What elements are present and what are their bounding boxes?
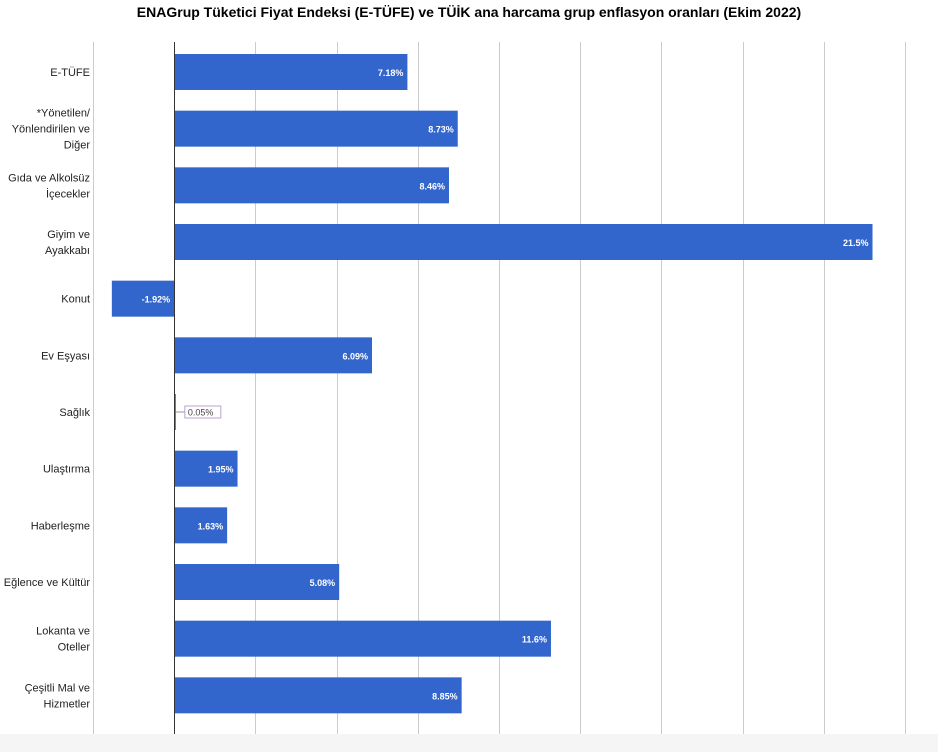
category-label: Gıda ve Alkolsüz: [8, 172, 90, 184]
category-label: E-TÜFE: [50, 67, 90, 79]
category-label: Giyim ve: [47, 229, 90, 241]
category-label: Diğer: [64, 140, 91, 152]
bar: [111, 280, 175, 317]
value-label: 21.5%: [843, 238, 869, 248]
bar: [174, 450, 238, 487]
bar: [174, 110, 458, 147]
bar: [174, 507, 228, 544]
category-label: Eğlence ve Kültür: [4, 577, 91, 589]
value-label: 6.09%: [342, 351, 368, 361]
value-label: 8.85%: [432, 691, 458, 701]
value-label: 11.6%: [522, 635, 547, 645]
value-label: 8.46%: [419, 181, 445, 191]
bar: [174, 54, 408, 90]
footer-strip: [0, 734, 938, 752]
category-label: Çeşitli Mal ve: [25, 682, 90, 694]
category-label: Sağlık: [59, 407, 90, 419]
value-label: 0.05%: [188, 408, 214, 418]
bar: [174, 224, 873, 260]
bar: [174, 677, 462, 714]
bar: [174, 620, 551, 657]
category-label: Ev Eşyası: [41, 350, 90, 362]
bar: [174, 564, 340, 600]
bar: [174, 337, 373, 374]
value-label: 5.08%: [310, 578, 336, 588]
category-label: *Yönetilen/: [37, 108, 91, 120]
value-label-box: [184, 405, 222, 419]
category-label: Ulaştırma: [43, 464, 91, 476]
category-label: Ayakkabı: [45, 245, 90, 257]
value-label: 1.95%: [208, 465, 234, 475]
category-label: Hizmetler: [44, 698, 91, 710]
category-label: Oteller: [58, 642, 91, 654]
category-label: Yönlendirilen ve: [12, 124, 90, 136]
bar: [174, 167, 449, 204]
chart-title: ENAGrup Tüketici Fiyat Endeksi (E-TÜFE) …: [136, 4, 802, 20]
category-label: Konut: [61, 294, 90, 306]
bar: [174, 394, 176, 430]
value-label: 1.63%: [198, 521, 224, 531]
category-label: Lokanta ve: [36, 626, 90, 638]
value-label: 8.73%: [428, 125, 454, 135]
category-label: İçecekler: [46, 187, 90, 200]
category-label: Haberleşme: [31, 520, 90, 532]
value-label: 7.18%: [378, 68, 404, 78]
value-label: -1.92%: [142, 295, 171, 305]
